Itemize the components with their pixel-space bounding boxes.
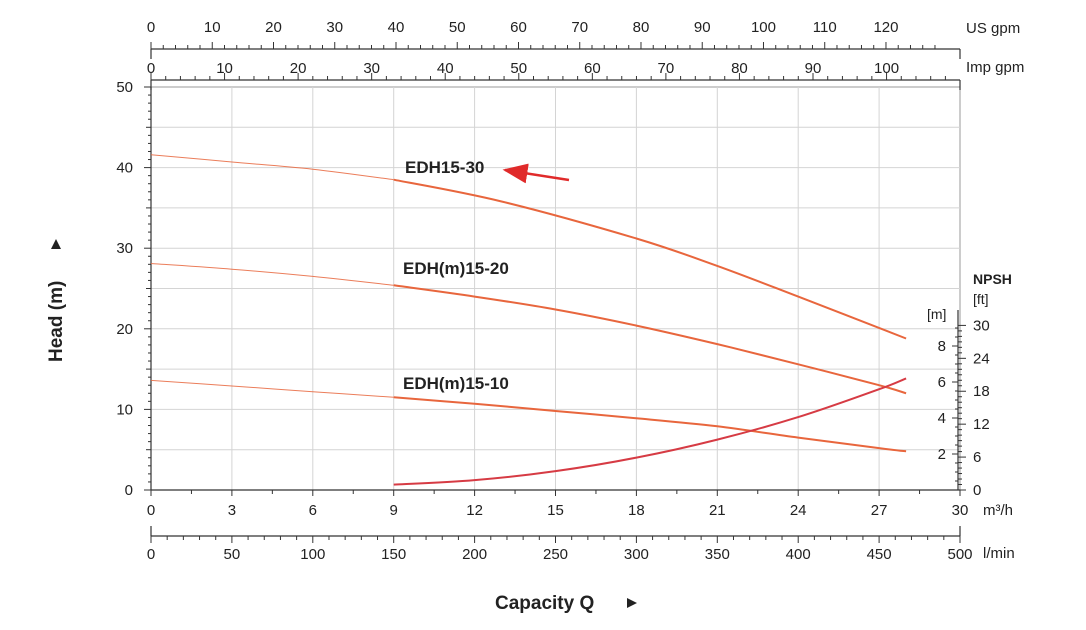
imp-gpm-axis-tick-label: 20 — [290, 60, 307, 77]
imp-gpm-unit: Imp gpm — [966, 59, 1024, 76]
curve-extension-edh15-30 — [150, 154, 394, 181]
curve-extension-edh-m-15-20 — [150, 263, 394, 286]
lmin-unit: l/min — [983, 545, 1015, 562]
us-gpm-axis-tick-label: 120 — [873, 19, 898, 36]
x-axis-title: Capacity Q — [495, 593, 594, 614]
x-tick-label: 30 — [952, 502, 969, 519]
x-tick-label: 12 — [466, 502, 483, 519]
curve-label-edh15-30: EDH15-30 — [405, 158, 484, 177]
l-min-axis-tick-label: 500 — [947, 546, 972, 563]
x-tick-label: 27 — [871, 502, 888, 519]
x-tick-label: 21 — [709, 502, 726, 519]
imp-gpm-axis-tick-label: 70 — [658, 60, 675, 77]
us-gpm-axis-tick-label: 90 — [694, 19, 711, 36]
curve-edh-m-15-10 — [393, 396, 907, 453]
x-tick-label: 15 — [547, 502, 564, 519]
annotation-arrow-icon — [502, 163, 570, 184]
imp-gpm-axis-tick-label: 80 — [731, 60, 748, 77]
npsh-ft-tick-label: 12 — [973, 416, 990, 433]
curves — [150, 154, 907, 486]
y-tick-label: 20 — [116, 321, 133, 338]
imp-gpm-axis-tick-label: 40 — [437, 60, 454, 77]
m3h-unit: m³/h — [983, 502, 1013, 519]
x-tick-label: 3 — [228, 502, 236, 519]
npsh-m-tick-label: 8 — [938, 338, 946, 355]
us-gpm-axis-tick-label: 50 — [449, 19, 466, 36]
curve-label-edh15-20: EDH(m)15-20 — [403, 259, 509, 278]
l-min-axis-tick-label: 0 — [147, 546, 155, 563]
us-gpm-axis-tick-label: 110 — [813, 19, 837, 36]
us-gpm-axis-tick-label: 0 — [147, 19, 155, 36]
imp-gpm-axis-tick-label: 30 — [363, 60, 380, 77]
x-tick-label: 0 — [147, 502, 155, 519]
y-axis-title: Head (m) — [46, 281, 67, 362]
x-tick-label: 9 — [390, 502, 398, 519]
curve-extension-edh-m-15-10 — [150, 379, 394, 398]
npsh-ft-tick-label: 30 — [973, 317, 990, 334]
imp-gpm-axis-tick-label: 10 — [216, 60, 233, 77]
us-gpm-axis-tick-label: 70 — [571, 19, 588, 36]
y-tick-label: 40 — [116, 160, 133, 177]
curve-npsh — [393, 377, 907, 486]
npsh-m-unit: [m] — [927, 306, 946, 322]
l-min-axis-tick-label: 300 — [624, 546, 649, 563]
npsh-m-tick-label: 4 — [938, 410, 946, 427]
npsh-title: NPSH — [973, 271, 1012, 287]
npsh-m-tick-label: 6 — [938, 374, 946, 391]
npsh-ft-tick-label: 6 — [973, 449, 981, 466]
us-gpm-axis-tick-label: 100 — [751, 19, 776, 36]
y-axis-title-arrow-icon — [51, 239, 61, 249]
npsh-ft-unit: [ft] — [973, 291, 989, 307]
l-min-axis-tick-label: 50 — [224, 546, 241, 563]
labels: EDH15-30 EDH(m)15-20 EDH(m)15-10 Capacit… — [46, 20, 1024, 614]
l-min-axis-tick-label: 250 — [543, 546, 568, 563]
npsh-ft-tick-label: 0 — [973, 482, 981, 499]
l-min-axis-tick-label: 100 — [300, 546, 325, 563]
l-min-axis-tick-label: 350 — [705, 546, 730, 563]
us-gpm-axis-tick-label: 10 — [204, 19, 221, 36]
l-min-axis-tick-label: 450 — [867, 546, 892, 563]
npsh-ft-tick-label: 18 — [973, 383, 990, 400]
curve-edh-m-15-20 — [393, 284, 907, 395]
npsh-ft-tick-label: 24 — [973, 350, 990, 367]
x-axis-title-arrow-icon — [627, 598, 637, 608]
imp-gpm-axis-tick-label: 50 — [510, 60, 527, 77]
y-tick-label: 30 — [116, 240, 133, 257]
imp-gpm-axis-tick-label: 90 — [805, 60, 822, 77]
us-gpm-axis-tick-label: 60 — [510, 19, 527, 36]
y-tick-label: 50 — [116, 79, 133, 96]
x-tick-label: 18 — [628, 502, 645, 519]
curve-label-edh15-10: EDH(m)15-10 — [403, 374, 509, 393]
imp-gpm-axis-tick-label: 60 — [584, 60, 601, 77]
npsh-m-tick-label: 2 — [938, 446, 946, 463]
us-gpm-axis-tick-label: 30 — [326, 19, 343, 36]
us-gpm-unit: US gpm — [966, 20, 1020, 37]
imp-gpm-axis-tick-label: 100 — [874, 60, 899, 77]
x-tick-label: 24 — [790, 502, 807, 519]
us-gpm-axis-tick-label: 80 — [633, 19, 650, 36]
us-gpm-axis-tick-label: 20 — [265, 19, 282, 36]
imp-gpm-axis-tick-label: 0 — [147, 60, 155, 77]
y-tick-label: 10 — [116, 401, 133, 418]
us-gpm-axis-tick-label: 40 — [388, 19, 405, 36]
y-tick-label: 0 — [125, 482, 133, 499]
l-min-axis-tick-label: 400 — [786, 546, 811, 563]
l-min-axis-tick-label: 150 — [381, 546, 406, 563]
l-min-axis-tick-label: 200 — [462, 546, 487, 563]
grid — [150, 86, 961, 491]
curve-edh15-30 — [393, 178, 907, 340]
x-tick-label: 6 — [309, 502, 317, 519]
